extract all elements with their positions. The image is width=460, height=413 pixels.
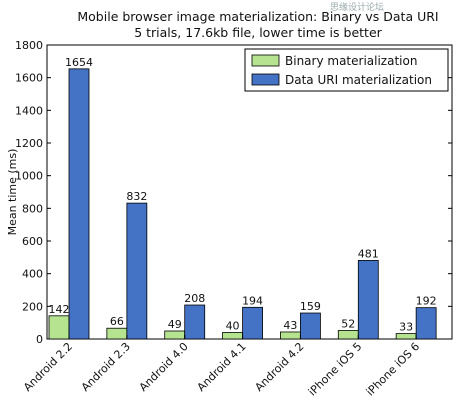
bar-binary bbox=[106, 327, 128, 340]
data-label-binary: 142 bbox=[49, 303, 70, 316]
legend-swatch-binary bbox=[251, 54, 280, 67]
data-label-binary: 66 bbox=[110, 315, 124, 328]
bar-datauri bbox=[415, 307, 437, 340]
legend-label-binary: Binary materialization bbox=[285, 54, 417, 68]
data-label-datauri: 194 bbox=[242, 294, 263, 307]
bar-binary bbox=[337, 330, 359, 340]
watermark: 思缘设计论坛 bbox=[330, 1, 384, 13]
data-label-binary: 40 bbox=[226, 319, 240, 332]
bar-binary bbox=[395, 333, 417, 340]
x-axis: Android 2.2 Android 2.3 Android 4.0 Android… bbox=[21, 335, 422, 398]
x-tick-label: iPhone iOS 6 bbox=[364, 340, 423, 399]
data-label-datauri: 832 bbox=[126, 190, 147, 203]
y-tick-label: 1400 bbox=[15, 104, 43, 117]
data-label-datauri: 192 bbox=[416, 295, 437, 308]
y-tick-label: 1000 bbox=[15, 170, 43, 183]
y-tick-label: 1200 bbox=[15, 137, 43, 150]
data-label-binary: 33 bbox=[399, 321, 413, 334]
bar-datauri bbox=[184, 304, 206, 340]
y-tick-label: 600 bbox=[22, 235, 43, 248]
data-label-binary: 52 bbox=[341, 318, 355, 331]
bar-datauri bbox=[357, 260, 379, 340]
data-label-datauri: 481 bbox=[358, 247, 379, 260]
bar-datauri bbox=[300, 312, 321, 340]
legend: Binary materialization Data URI material… bbox=[244, 48, 449, 92]
bar-binary bbox=[222, 332, 243, 340]
y-tick-label: 1800 bbox=[15, 39, 43, 52]
bar-datauri bbox=[242, 306, 263, 340]
bar-binary bbox=[280, 331, 301, 340]
data-label-binary: 43 bbox=[283, 319, 297, 332]
bar-datauri bbox=[126, 202, 148, 340]
y-tick-label: 400 bbox=[22, 268, 43, 281]
y-axis-label: Mean time (ms) bbox=[6, 149, 19, 236]
x-tick-label: Android 4.1 bbox=[195, 340, 249, 394]
data-label-datauri: 208 bbox=[184, 292, 205, 305]
bar-datauri bbox=[68, 68, 90, 340]
y-tick-label: 0 bbox=[36, 333, 43, 346]
x-tick-label: Android 2.2 bbox=[21, 340, 75, 394]
data-label-binary: 49 bbox=[168, 318, 182, 331]
chart-subtitle: 5 trials, 17.6kb file, lower time is bet… bbox=[134, 25, 382, 40]
y-tick-label: 800 bbox=[22, 202, 43, 215]
x-tick-label: Android 4.0 bbox=[137, 340, 191, 394]
data-label-datauri: 159 bbox=[300, 300, 321, 313]
bar-binary bbox=[164, 330, 186, 340]
y-tick-label: 1600 bbox=[15, 72, 43, 85]
y-axis: 0 200 400 600 800 1000 1200 1400 1600 1800 bbox=[15, 39, 452, 346]
x-tick-label: Android 4.2 bbox=[252, 340, 306, 394]
x-tick-label: iPhone iOS 5 bbox=[306, 340, 365, 399]
bar-binary bbox=[48, 315, 70, 340]
data-label-datauri: 1654 bbox=[65, 56, 93, 69]
x-tick-label: Android 2.3 bbox=[79, 340, 133, 394]
legend-label-datauri: Data URI materialization bbox=[285, 73, 432, 87]
y-tick-label: 200 bbox=[22, 300, 43, 313]
chart-title: Mobile browser image materialization: Bi… bbox=[77, 9, 438, 24]
legend-swatch-datauri bbox=[251, 73, 280, 86]
